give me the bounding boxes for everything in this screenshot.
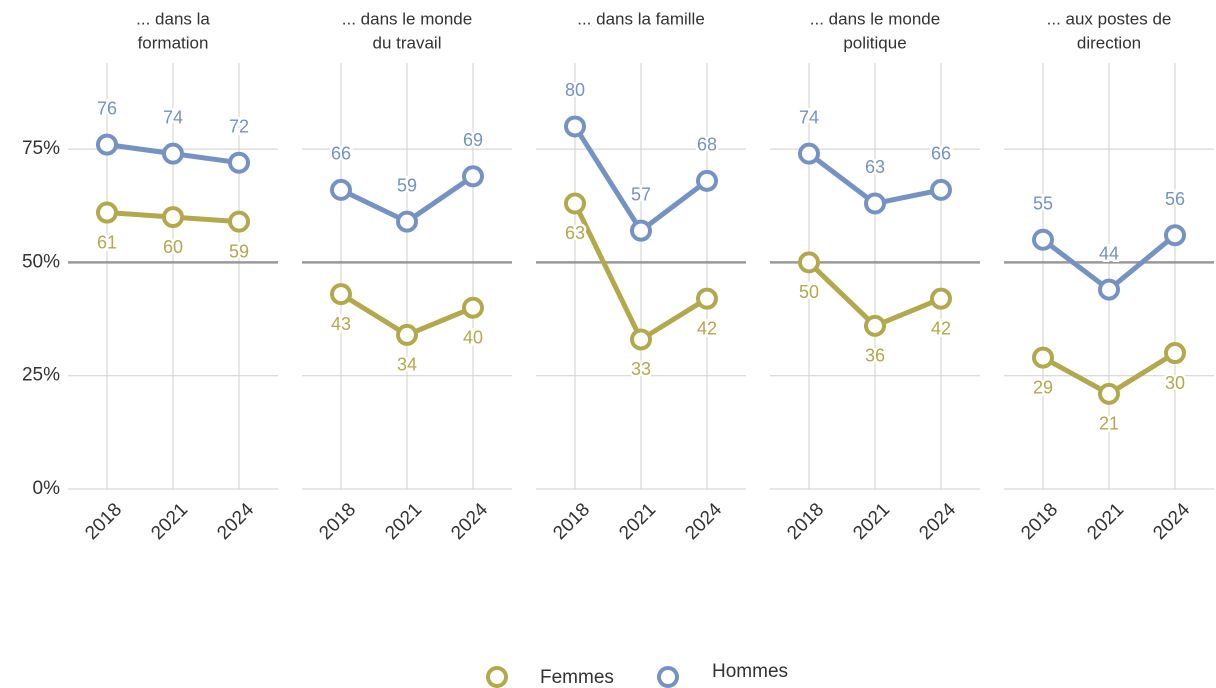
data-label: 40 <box>463 327 483 347</box>
data-label: 29 <box>1033 377 1053 397</box>
data-label: 63 <box>865 157 885 177</box>
point <box>864 314 886 337</box>
x-tick-label: 2024 <box>1149 499 1194 544</box>
point <box>696 287 718 310</box>
point <box>1032 346 1054 369</box>
data-label: 42 <box>931 318 951 338</box>
data-label: 43 <box>331 314 351 334</box>
x-tick-label: 2024 <box>681 499 726 544</box>
legend-marker <box>486 666 508 688</box>
data-label: 63 <box>565 223 585 243</box>
point <box>798 142 820 165</box>
x-tick-label: 2024 <box>447 499 492 544</box>
point <box>396 210 418 233</box>
data-label: 33 <box>631 359 651 379</box>
data-label: 66 <box>331 144 351 164</box>
x-tick-label: 2018 <box>1017 499 1062 544</box>
data-label: 21 <box>1099 414 1119 434</box>
x-tick-label: 2018 <box>81 499 126 544</box>
data-label: 74 <box>799 107 819 127</box>
point <box>96 133 118 156</box>
point <box>330 283 352 306</box>
panel-title: ... dans le monde <box>810 9 940 28</box>
x-tick-label: 2021 <box>849 499 894 544</box>
data-label: 68 <box>697 135 717 155</box>
point <box>462 296 484 319</box>
panel-title: du travail <box>373 33 442 52</box>
point <box>162 206 184 229</box>
point <box>798 251 820 274</box>
point <box>228 151 250 174</box>
point <box>228 210 250 233</box>
point <box>96 201 118 224</box>
legend-label: Femmes <box>540 667 614 688</box>
y-tick-label: 50% <box>22 251 60 272</box>
point <box>1164 224 1186 247</box>
data-label: 34 <box>397 355 417 375</box>
point <box>630 328 652 351</box>
point <box>462 165 484 188</box>
x-tick-label: 2018 <box>783 499 828 544</box>
data-label: 57 <box>631 184 651 204</box>
data-label: 44 <box>1099 243 1119 263</box>
y-tick-label: 75% <box>22 138 60 159</box>
point <box>930 287 952 310</box>
x-tick-label: 2021 <box>381 499 426 544</box>
y-tick-label: 0% <box>33 478 61 499</box>
data-label: 42 <box>697 318 717 338</box>
x-tick-label: 2024 <box>213 499 258 544</box>
y-tick-label: 25% <box>22 365 60 386</box>
point <box>564 115 586 138</box>
point <box>564 192 586 215</box>
panel-title: politique <box>843 33 906 52</box>
point <box>864 192 886 215</box>
x-tick-label: 2021 <box>147 499 192 544</box>
data-label: 59 <box>397 175 417 195</box>
panel-title: ... dans le monde <box>342 9 472 28</box>
point <box>630 219 652 242</box>
data-label: 69 <box>463 130 483 150</box>
point <box>1032 228 1054 251</box>
point <box>1098 278 1120 301</box>
x-tick-label: 2021 <box>615 499 660 544</box>
data-label: 76 <box>97 98 117 118</box>
data-label: 61 <box>97 232 117 252</box>
legend-label: Hommes <box>712 661 788 682</box>
legend-marker <box>657 666 679 688</box>
x-tick-label: 2021 <box>1083 499 1128 544</box>
data-label: 56 <box>1165 189 1185 209</box>
point <box>396 323 418 346</box>
point <box>696 169 718 192</box>
point <box>1164 342 1186 365</box>
panel-title: ... dans la <box>136 9 210 28</box>
data-label: 80 <box>565 80 585 100</box>
data-label: 59 <box>229 241 249 261</box>
x-tick-label: 2024 <box>915 499 960 544</box>
panel-title: formation <box>138 33 209 52</box>
panel-title: ... dans la famille <box>577 9 705 28</box>
data-label: 60 <box>163 237 183 257</box>
data-label: 55 <box>1033 193 1053 213</box>
data-label: 50 <box>799 282 819 302</box>
x-tick-label: 2018 <box>549 499 594 544</box>
x-tick-label: 2018 <box>315 499 360 544</box>
data-label: 30 <box>1165 373 1185 393</box>
data-label: 74 <box>163 107 183 127</box>
point <box>162 142 184 165</box>
point <box>330 178 352 201</box>
data-label: 36 <box>865 346 885 366</box>
point <box>1098 382 1120 405</box>
panel-title: ... aux postes de <box>1047 9 1172 28</box>
data-label: 72 <box>229 116 249 136</box>
data-label: 66 <box>931 144 951 164</box>
panel-title: direction <box>1077 33 1141 52</box>
point <box>930 178 952 201</box>
